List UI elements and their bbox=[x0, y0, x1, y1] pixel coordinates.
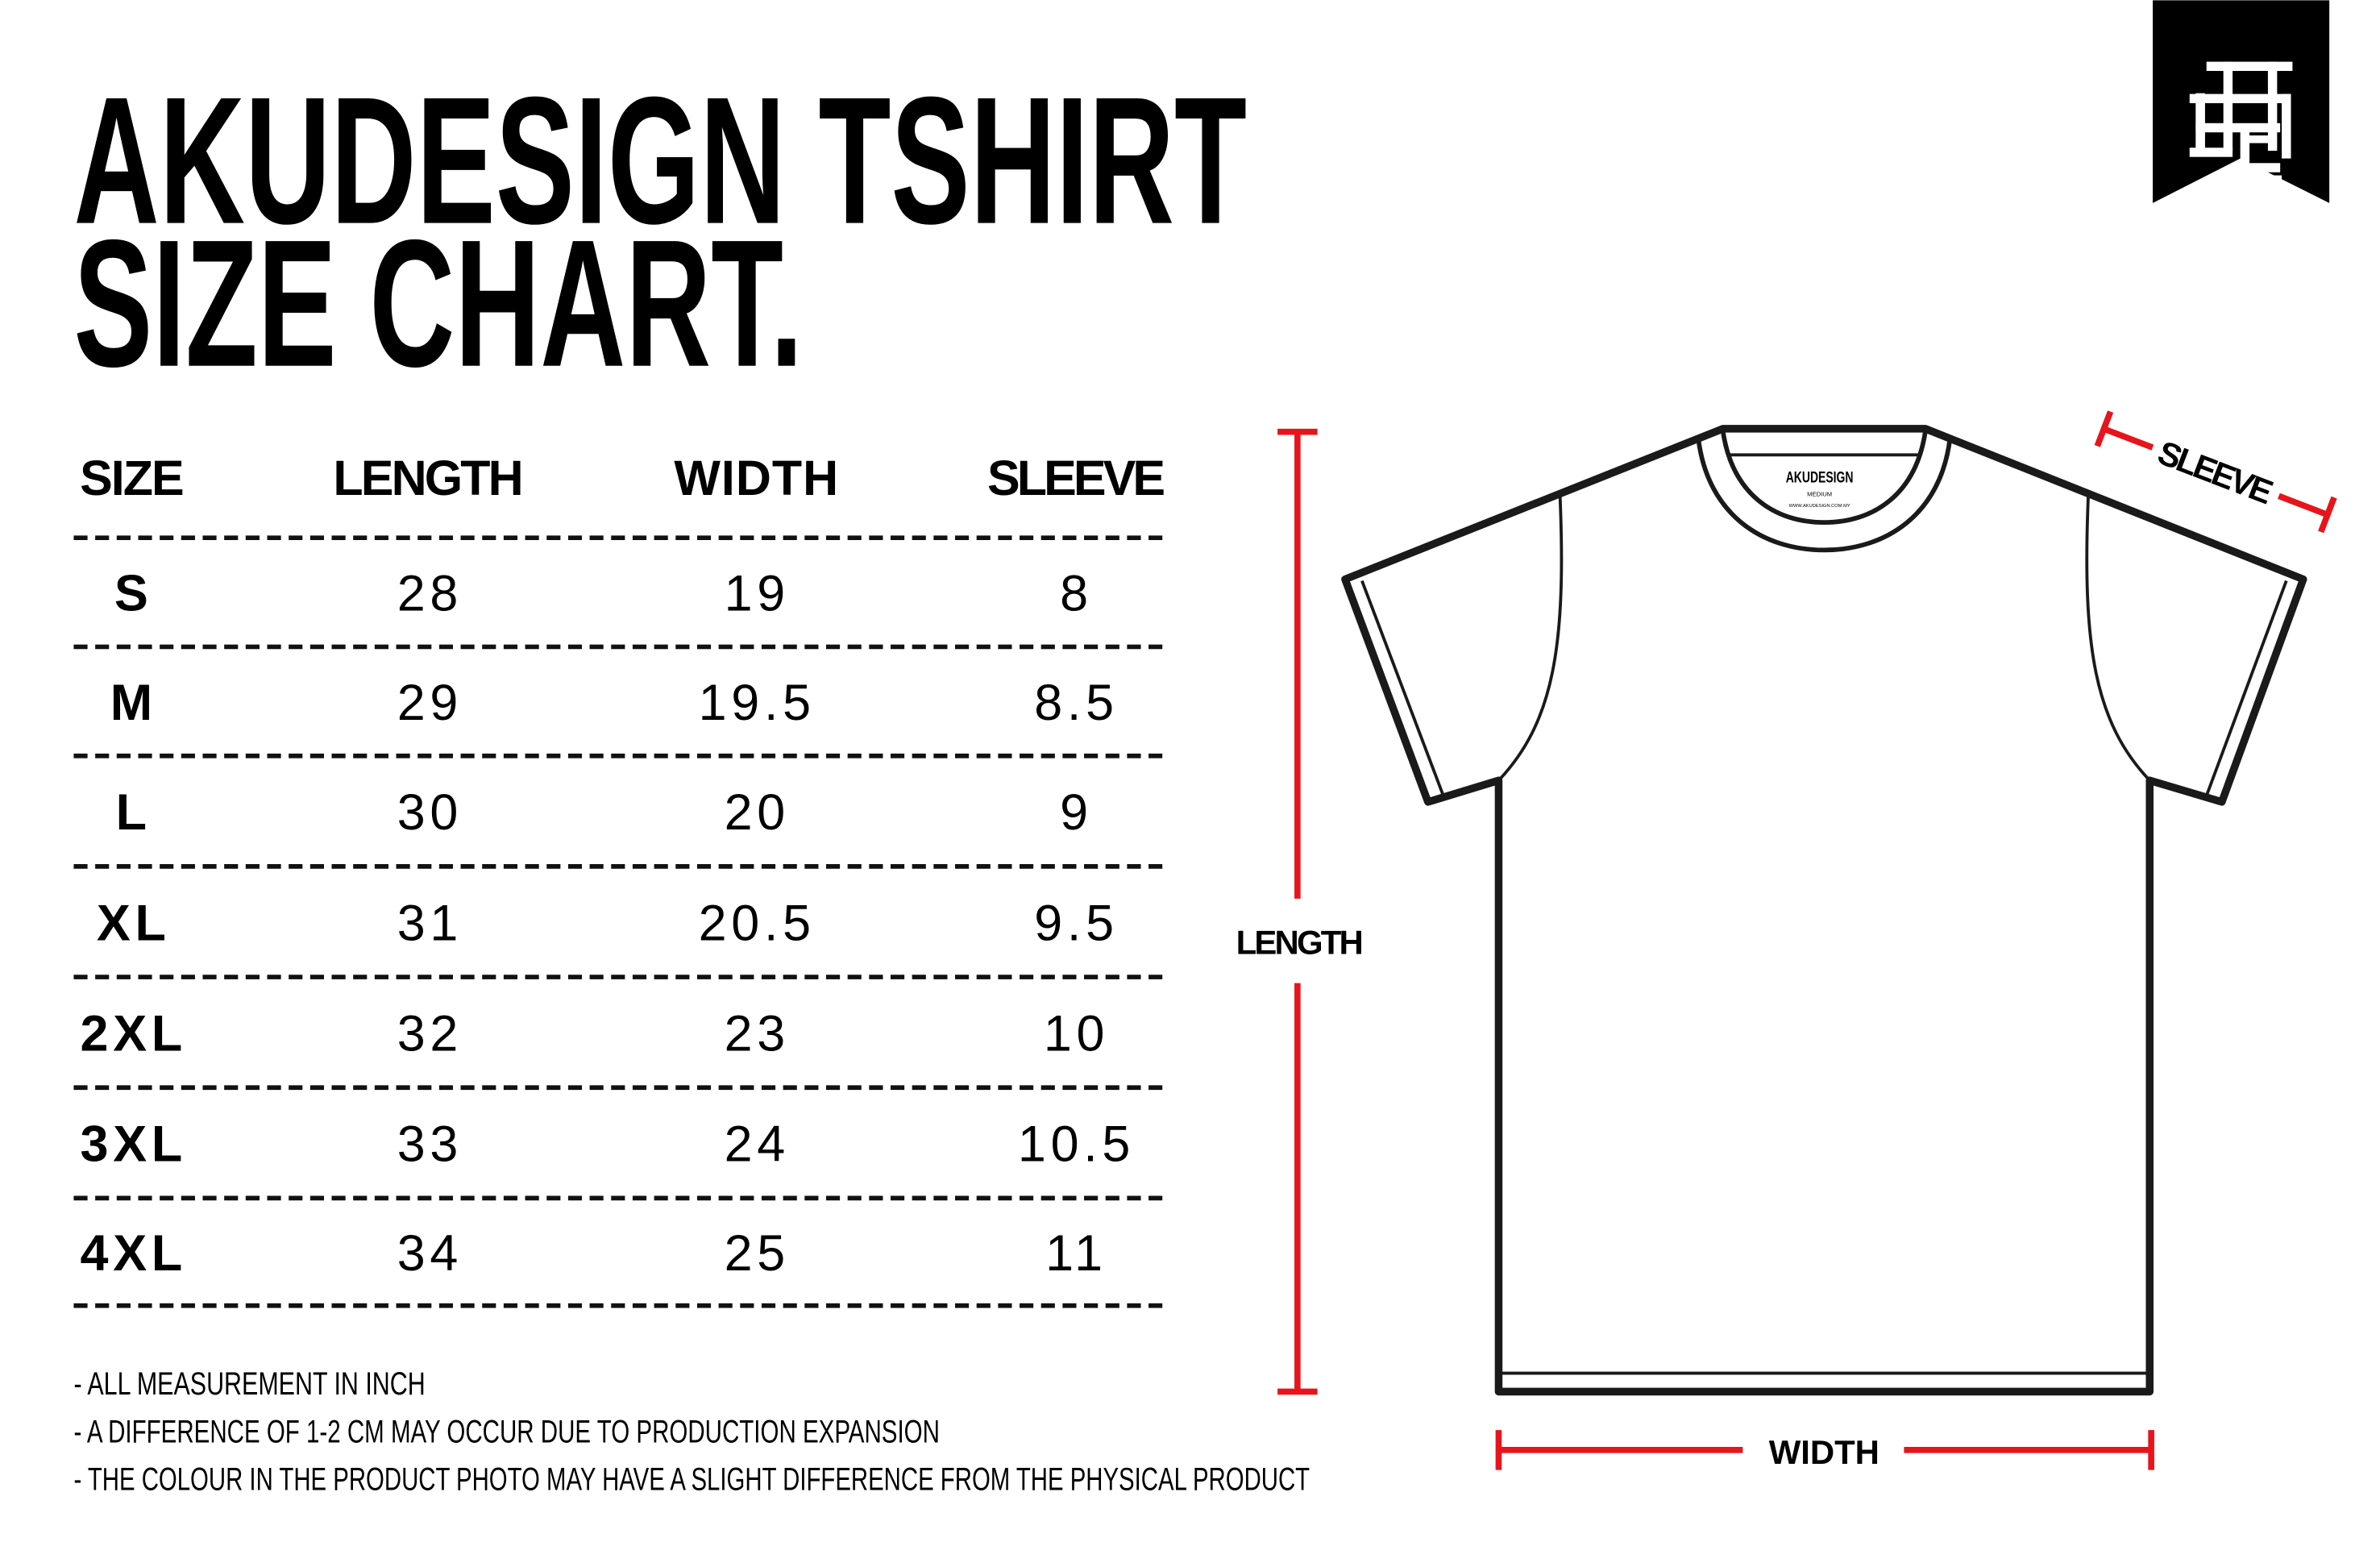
measurement-cell: 23 bbox=[725, 1005, 790, 1062]
tag-size: MEDIUM bbox=[1807, 491, 1832, 498]
width-label: WIDTH bbox=[1769, 1433, 1879, 1471]
note-3: - THE COLOUR IN THE PRODUCT PHOTO MAY HA… bbox=[73, 1461, 1310, 1497]
measurement-cell: 28 bbox=[397, 566, 463, 622]
measurement-cell: 11 bbox=[1045, 1225, 1107, 1282]
measurement-cell: 31 bbox=[397, 895, 463, 951]
length-label: LENGTH bbox=[1236, 923, 1364, 961]
measurement-cell: 19 bbox=[725, 566, 790, 622]
size-cell: 3XL bbox=[81, 1116, 187, 1173]
measurement-cell: 34 bbox=[397, 1225, 463, 1282]
measurement-cell: 9 bbox=[1060, 784, 1093, 841]
note-2: - A DIFFERENCE OF 1-2 CM MAY OCCUR DUE T… bbox=[73, 1414, 940, 1449]
size-cell: 2XL bbox=[81, 1005, 187, 1062]
header-size: SIZE bbox=[80, 451, 185, 505]
measurement-cell: 32 bbox=[397, 1005, 463, 1062]
size-cell: L bbox=[116, 784, 152, 841]
title-line-1: AKUDESIGN TSHIRT bbox=[73, 59, 1247, 262]
note-1: - ALL MEASUREMENT IN INCH bbox=[73, 1366, 425, 1402]
header-sleeve: SLEEVE bbox=[987, 451, 1165, 505]
measurement-cell: 8 bbox=[1060, 566, 1093, 622]
tag-brand: AKUDESIGN bbox=[1786, 470, 1854, 487]
measurement-cell: 24 bbox=[725, 1116, 790, 1173]
measurement-cell: 30 bbox=[397, 784, 463, 841]
measurement-cell: 8.5 bbox=[1034, 675, 1119, 731]
sleeve-label: SLEEVE bbox=[2153, 433, 2278, 511]
title-line-2: SIZE CHART. bbox=[73, 202, 803, 405]
size-cell: M bbox=[110, 675, 157, 731]
measurement-cell: 20.5 bbox=[699, 895, 816, 951]
measurement-cell: 29 bbox=[397, 675, 463, 731]
measurement-cell: 25 bbox=[725, 1225, 790, 1282]
table-body: S 28 19 8 M 29 19.5 8.5 L 30 20 9 XL 31 20.5 9.5 2XL 32 23… bbox=[73, 535, 1165, 1308]
measurement-cell: 10.5 bbox=[1018, 1116, 1135, 1173]
size-cell: S bbox=[114, 566, 153, 622]
header-width: WIDTH bbox=[674, 451, 838, 505]
size-cell: 4XL bbox=[81, 1225, 187, 1282]
measurement-cell: 10 bbox=[1044, 1005, 1109, 1062]
measurement-cell: 20 bbox=[725, 784, 790, 841]
measurement-cell: 33 bbox=[397, 1116, 463, 1173]
width-measure: WIDTH bbox=[1495, 1430, 2154, 1471]
measurement-cell: 19.5 bbox=[699, 675, 816, 731]
size-cell: XL bbox=[97, 895, 171, 951]
tshirt-diagram: AKUDESIGN MEDIUM WWW.AKUDESIGN.COM.MY bbox=[1341, 425, 2307, 1396]
measurement-cell: 9.5 bbox=[1034, 895, 1119, 951]
brand-logo bbox=[2153, 0, 2330, 203]
length-measure: LENGTH bbox=[1236, 428, 1364, 1395]
header-length: LENGTH bbox=[333, 451, 523, 505]
tag-url: WWW.AKUDESIGN.COM.MY bbox=[1789, 504, 1850, 509]
